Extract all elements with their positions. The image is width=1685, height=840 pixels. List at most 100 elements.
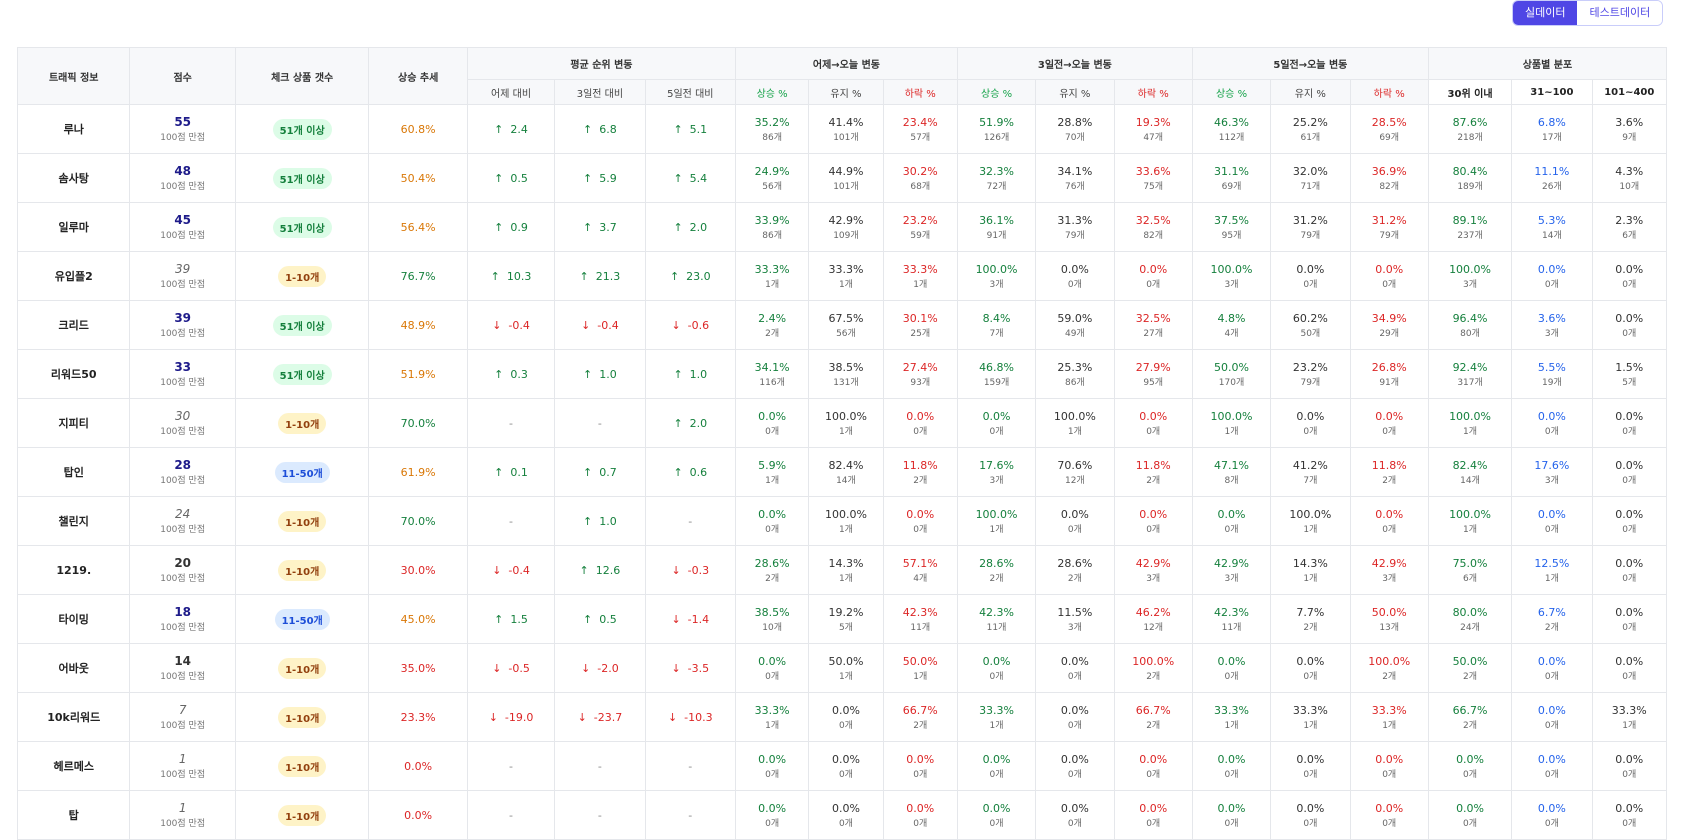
dist-101-400-cell: 0.0% 0개 — [1591, 545, 1668, 595]
item-count: 0개 — [989, 769, 1004, 780]
test-data-button[interactable]: 테스트데이터 — [1577, 1, 1663, 25]
dist-101-400-cell: 0.0% 0개 — [1591, 790, 1668, 840]
d5-down-cell: 33.3% 1개 — [1349, 692, 1429, 742]
avg-rank-change: ↓ -0.4 — [554, 300, 646, 350]
item-count: 2개 — [1382, 475, 1397, 486]
d1-keep-cell: 33.3% 1개 — [808, 251, 884, 301]
item-count: 4개 — [913, 573, 928, 584]
table-row[interactable]: 일루마 45 100점 만점 51개 이상 56.4% ↑ 0.9 ↑ 3.7 ↑ 2.0 33… — [16, 202, 1668, 252]
d3-keep-cell: 28.6% 2개 — [1035, 545, 1115, 595]
item-count: 0개 — [1622, 622, 1637, 633]
table-row[interactable]: 유입플2 39 100점 만점 1-10개 76.7% ↑ 10.3 ↑ 21.3 ↑ 23.… — [16, 251, 1668, 301]
percent-value: 0.0% — [1615, 801, 1644, 815]
percent-value: 33.3% — [754, 703, 790, 717]
item-count: 12개 — [1064, 475, 1085, 486]
traffic-name: 유입플2 — [16, 251, 131, 301]
dist-31-100-cell: 0.0% 0개 — [1511, 398, 1593, 448]
table-row[interactable]: 탑 1 100점 만점 1-10개 0.0% - - -0.0% 0개 0.0% 0개 0.0% 0개 0… — [16, 790, 1668, 840]
table-row[interactable]: 10k리워드 7 100점 만점 1-10개 23.3% ↓ -19.0 ↓ -23.7 ↓ … — [16, 692, 1668, 742]
arrow-up-icon: ↑ — [673, 416, 683, 430]
percent-value: 25.3% — [1057, 360, 1093, 374]
avg-rank-change: ↓ -0.3 — [644, 545, 737, 595]
percent-value: 46.2% — [1135, 605, 1171, 619]
arrow-down-icon: ↓ — [492, 661, 502, 675]
percent-value: 42.9% — [1214, 556, 1249, 570]
percent-value: 0.0% — [1537, 703, 1566, 717]
item-count: 79개 — [1379, 230, 1400, 241]
table-row[interactable]: 1219. 20 100점 만점 1-10개 30.0% ↓ -0.4 ↑ 12.6 ↓ -0… — [16, 545, 1668, 595]
percent-value: 3.6% — [1537, 311, 1566, 325]
percent-value: 100.0% — [975, 507, 1018, 521]
d1-down-cell: 0.0% 0개 — [882, 496, 958, 546]
avg-rank-change: ↑ 0.5 — [554, 594, 646, 644]
dist-31-100-cell: 6.8% 17개 — [1511, 104, 1593, 154]
percent-value: 0.0% — [1296, 654, 1325, 668]
real-data-button[interactable]: 실데이터 — [1513, 1, 1578, 25]
percent-value: 100.0% — [1449, 262, 1492, 276]
table-row[interactable]: 솜사탕 48 100점 만점 51개 이상 50.4% ↑ 0.5 ↑ 5.9 ↑ 5.4 24… — [16, 153, 1668, 203]
trend-value: 76.7% — [368, 251, 468, 301]
d1-up-cell: 28.6% 2개 — [734, 545, 810, 595]
d3-keep-cell: 0.0% 0개 — [1035, 643, 1115, 693]
percent-value: 4.8% — [1217, 311, 1246, 325]
table-row[interactable]: 헤르메스 1 100점 만점 1-10개 0.0% - - -0.0% 0개 0.0% 0개 0.0%… — [16, 741, 1668, 791]
item-count: 10개 — [762, 622, 783, 633]
item-count: 0개 — [1622, 573, 1637, 584]
percent-value: 42.9% — [1371, 556, 1407, 570]
score-value: 20 — [174, 556, 192, 570]
d1-down-cell: 0.0% 0개 — [882, 790, 958, 840]
dist-101-400-cell: 0.0% 0개 — [1591, 251, 1668, 301]
percent-value: 100.0% — [1449, 507, 1492, 521]
score-max-label: 100점 만점 — [160, 231, 206, 241]
header-avg-rank-change: 평균 순위 변동 — [466, 47, 737, 80]
d1-down-cell: 30.1% 25개 — [882, 300, 958, 350]
item-count: 72개 — [986, 181, 1007, 192]
item-count: 95개 — [1221, 230, 1242, 241]
item-count: 70개 — [1064, 132, 1085, 143]
d1-up-cell: 35.2% 86개 — [734, 104, 810, 154]
score-cell: 14 100점 만점 — [129, 643, 236, 693]
arrow-up-icon: ↑ — [583, 367, 593, 381]
d5-up-cell: 42.9% 3개 — [1191, 545, 1272, 595]
trend-value: 45.0% — [368, 594, 468, 644]
table-row[interactable]: 지피티 30 100점 만점 1-10개 70.0% - - ↑ 2.0 0.0% 0개 100.0… — [16, 398, 1668, 448]
item-count: 0개 — [913, 524, 928, 535]
item-count: 91개 — [986, 230, 1007, 241]
dist-101-400-cell: 33.3% 1개 — [1591, 692, 1668, 742]
table-row[interactable]: 어바웃 14 100점 만점 1-10개 35.0% ↓ -0.5 ↓ -2.0 ↓ -3.5… — [16, 643, 1668, 693]
item-count: 0개 — [1544, 720, 1559, 731]
count-cell: 51개 이상 — [234, 202, 370, 252]
d1-down-cell: 27.4% 93개 — [882, 349, 958, 399]
percent-value: 6.7% — [1537, 605, 1566, 619]
table-row[interactable]: 크리드 39 100점 만점 51개 이상 48.9% ↓ -0.4 ↓ -0.4 ↓ -0.… — [16, 300, 1668, 350]
item-count: 189개 — [1457, 181, 1483, 192]
dist-top30-cell: 80.4% 189개 — [1427, 153, 1513, 203]
percent-value: 0.0% — [1537, 507, 1566, 521]
avg-rank-change: ↑ 0.6 — [644, 447, 737, 497]
percent-value: 0.0% — [1615, 556, 1644, 570]
score-cell: 1 100점 만점 — [129, 741, 236, 791]
d1-up-cell: 0.0% 0개 — [734, 643, 810, 693]
score-value: 55 — [174, 115, 192, 129]
subheader-d3-up: 상승 % — [956, 79, 1037, 105]
table-row[interactable]: 타이밍 18 100점 만점 11-50개 45.0% ↑ 1.5 ↑ 0.5 ↓ -1.4 3… — [16, 594, 1668, 644]
table-row[interactable]: 리워드50 33 100점 만점 51개 이상 51.9% ↑ 0.3 ↑ 1.0 ↑ 1.0… — [16, 349, 1668, 399]
dist-top30-cell: 75.0% 6개 — [1427, 545, 1513, 595]
arrow-down-icon: ↓ — [671, 563, 681, 577]
avg-rank-change: ↑ 5.4 — [644, 153, 737, 203]
percent-value: 100.0% — [824, 409, 867, 423]
avg-rank-value: 23.0 — [686, 269, 711, 283]
item-count: 82개 — [1143, 230, 1164, 241]
avg-rank-change: ↑ 1.0 — [644, 349, 737, 399]
avg-rank-value: -0.6 — [687, 318, 710, 332]
item-count: 27개 — [1143, 328, 1164, 339]
table-row[interactable]: 탑인 28 100점 만점 11-50개 61.9% ↑ 0.1 ↑ 0.7 ↑ 0.6 5.9… — [16, 447, 1668, 497]
item-count: 0개 — [1224, 524, 1239, 535]
percent-value: 70.6% — [1057, 458, 1093, 472]
table-row[interactable]: 챌린지 24 100점 만점 1-10개 70.0% - ↑ 1.0-0.0% 0개 100.0… — [16, 496, 1668, 546]
avg-rank-value: -0.3 — [687, 563, 710, 577]
percent-value: 0.0% — [758, 409, 787, 423]
percent-value: 80.0% — [1452, 605, 1488, 619]
item-count: 3개 — [1463, 279, 1478, 290]
table-row[interactable]: 루나 55 100점 만점 51개 이상 60.8% ↑ 2.4 ↑ 6.8 ↑ 5.1 35.… — [16, 104, 1668, 154]
